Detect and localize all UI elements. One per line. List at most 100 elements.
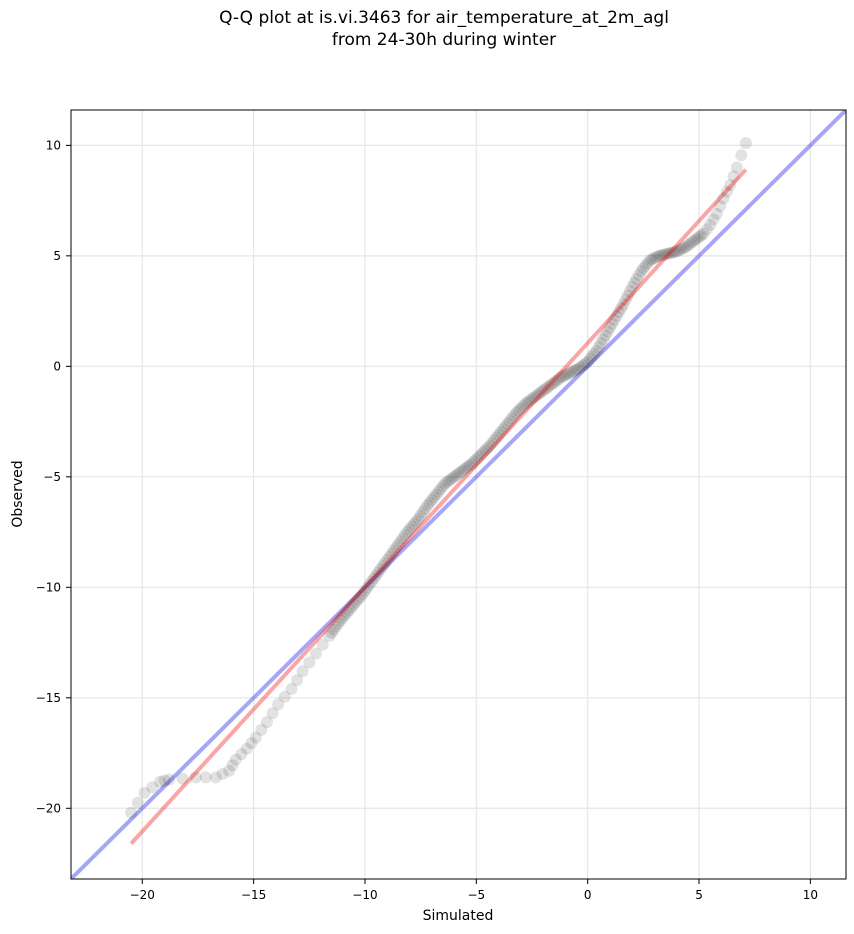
data-point [541, 381, 554, 394]
data-point [695, 229, 708, 242]
data-point [606, 317, 619, 330]
data-point [345, 601, 358, 614]
data-point [690, 232, 703, 245]
y-tick-label: 0 [53, 359, 61, 373]
data-point [532, 387, 545, 400]
data-point [432, 485, 445, 498]
data-point [465, 457, 478, 470]
data-point [617, 298, 630, 311]
data-point [688, 234, 701, 247]
data-point [677, 242, 690, 255]
data-point [376, 560, 389, 573]
data-point [648, 252, 661, 265]
data-point [479, 444, 492, 457]
data-point [700, 223, 713, 236]
data-point [559, 369, 572, 382]
y-tick-label: 10 [46, 138, 61, 152]
data-point [158, 774, 171, 787]
data-point [334, 614, 347, 627]
data-point [354, 590, 367, 603]
data-point [379, 557, 392, 570]
data-point [358, 584, 371, 597]
data-point [474, 448, 487, 461]
data-point [488, 434, 501, 447]
data-point [399, 529, 412, 542]
data-point [430, 488, 443, 501]
data-point [628, 276, 641, 289]
data-point [365, 575, 378, 588]
data-point [697, 227, 710, 240]
data-point [291, 674, 304, 687]
data-point [405, 520, 418, 533]
data-point [735, 149, 748, 162]
data-point [497, 423, 510, 436]
data-point [503, 415, 516, 428]
data-point [583, 353, 596, 366]
x-tick-label: 5 [695, 888, 703, 902]
data-point [730, 161, 743, 174]
data-point [514, 402, 527, 415]
plot-data [71, 110, 846, 879]
data-point [330, 620, 343, 633]
y-tick-label: −5 [43, 470, 61, 484]
data-point [361, 581, 374, 594]
data-point [223, 764, 236, 777]
data-point [436, 480, 449, 493]
data-point [336, 611, 349, 624]
data-point [615, 302, 628, 315]
data-point [670, 245, 683, 258]
data-point [483, 439, 496, 452]
data-point [612, 306, 625, 319]
data-point [592, 340, 605, 353]
data-point [403, 523, 416, 536]
data-point [668, 245, 681, 258]
data-point [146, 781, 159, 794]
x-tick-label: 0 [584, 888, 592, 902]
data-point [577, 359, 590, 372]
data-point [630, 273, 643, 286]
data-point [272, 698, 285, 711]
data-point [327, 623, 340, 636]
data-point [661, 247, 674, 260]
data-point [693, 231, 706, 244]
data-point [476, 446, 489, 459]
data-point [459, 462, 472, 475]
data-point [325, 626, 338, 639]
y-tick-label: −15 [36, 691, 61, 705]
data-point [521, 396, 534, 409]
data-point [561, 368, 574, 381]
data-point [579, 357, 592, 370]
fit-line [129, 168, 748, 845]
data-point [557, 370, 570, 383]
data-point [621, 289, 634, 302]
y-tick-label: 5 [53, 249, 61, 263]
data-point [512, 404, 525, 417]
x-tick-label: −10 [352, 888, 377, 902]
data-point [448, 470, 461, 483]
data-point [608, 313, 621, 326]
data-point [619, 294, 632, 307]
data-point [425, 494, 438, 507]
data-point [490, 431, 503, 444]
data-point [517, 400, 530, 413]
data-point [296, 665, 309, 678]
data-point [468, 455, 481, 468]
data-point [343, 603, 356, 616]
data-point [519, 397, 532, 410]
data-point [226, 759, 239, 772]
data-point [675, 243, 688, 256]
data-point [138, 786, 151, 799]
data-point [407, 518, 420, 531]
data-point [528, 391, 541, 404]
data-point [568, 364, 581, 377]
data-point [546, 378, 559, 391]
data-point [530, 389, 543, 402]
data-point [652, 249, 665, 262]
data-point [249, 731, 262, 744]
data-point [595, 337, 608, 350]
data-point [724, 179, 737, 192]
data-point [341, 606, 354, 619]
data-point [347, 598, 360, 611]
data-point [590, 344, 603, 357]
data-point [199, 771, 212, 784]
